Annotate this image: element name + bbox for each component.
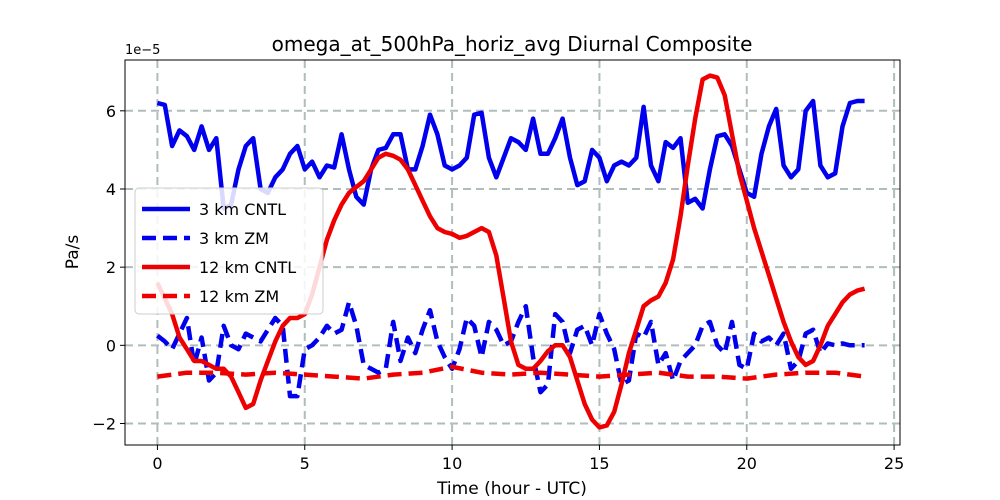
y-scale-label: 1e−5	[125, 43, 160, 58]
y-tick-label: 0	[106, 336, 116, 355]
x-tick-label: 25	[884, 454, 904, 473]
x-axis-label: Time (hour - UTC)	[436, 479, 587, 499]
x-tick-label: 10	[442, 454, 462, 473]
x-tick-label: 15	[589, 454, 609, 473]
chart-title: omega_at_500hPa_horiz_avg Diurnal Compos…	[272, 32, 753, 56]
y-tick-label: 2	[106, 258, 116, 277]
x-tick-label: 20	[737, 454, 757, 473]
y-axis-label: Pa/s	[63, 235, 83, 270]
x-tick-label: 5	[300, 454, 310, 473]
ticks: 0 5 10 15 20 25 −2 0 2 4 6	[92, 102, 904, 473]
legend-label: 12 km ZM	[199, 287, 279, 306]
y-tick-label: −2	[92, 415, 116, 434]
legend-box	[134, 187, 324, 315]
series-line-12-km-cntl	[155, 73, 866, 430]
x-tick-label: 0	[152, 454, 162, 473]
y-tick-label: 6	[106, 102, 116, 121]
legend: 3 km CNTL 3 km ZM 12 km CNTL 12 km ZM	[134, 187, 324, 315]
series-layer	[155, 73, 866, 430]
series-line-12-km-zm	[157, 364, 865, 381]
legend-label: 12 km CNTL	[199, 258, 296, 277]
y-tick-label: 4	[106, 180, 116, 199]
legend-label: 3 km ZM	[199, 229, 269, 248]
legend-label: 3 km CNTL	[199, 200, 286, 219]
plot-frame	[124, 59, 901, 446]
